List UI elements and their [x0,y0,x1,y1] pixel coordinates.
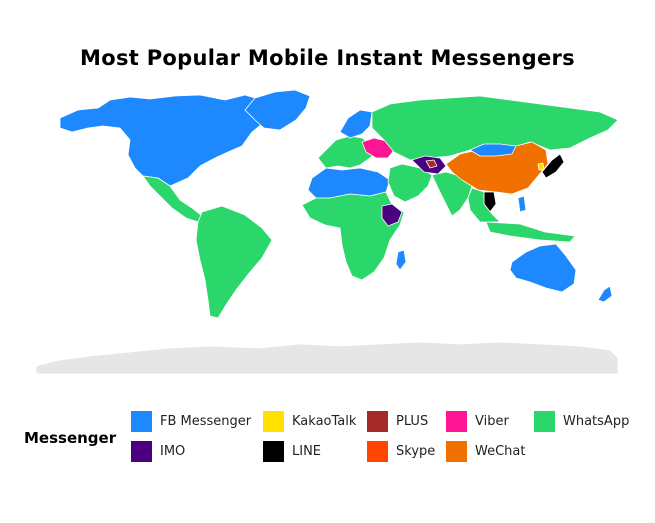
legend-swatch [131,441,152,462]
legend-label: WeChat [475,444,526,459]
legend-swatch [446,411,467,432]
legend-item-imo: IMO [131,441,185,462]
region-sub-saharan-africa [301,191,405,281]
legend-item-kakaotalk: KakaoTalk [263,411,356,432]
region-north-africa [307,167,391,199]
region-australia [509,243,577,293]
legend-label: WhatsApp [563,414,630,429]
legend-swatch [534,411,555,432]
region-japan [541,153,565,179]
legend-swatch [367,411,388,432]
legend-label: LINE [292,444,322,459]
legend-swatch [131,411,152,432]
legend-item-viber: Viber [446,411,509,432]
legend-swatch [446,441,467,462]
legend-swatch [263,441,284,462]
region-greenland [244,89,311,131]
region-madagascar [395,249,407,271]
legend-item-skype: Skype [367,441,435,462]
legend-swatch [263,411,284,432]
region-north-america [59,94,271,187]
region-south-america [195,205,273,319]
region-new-zealand [597,285,613,303]
region-russia [371,95,619,161]
region-ethiopia [381,203,403,227]
region-india [431,171,473,217]
region-uzbekistan [425,159,438,169]
legend-swatch [367,441,388,462]
legend-item-whatsapp: WhatsApp [534,411,629,432]
legend-item-wechat: WeChat [446,441,525,462]
legend-label: Skype [396,444,436,459]
region-philippines [517,195,527,213]
legend-title: Messenger [24,429,117,447]
legend-label: FB Messenger [160,414,252,429]
region-south-korea [537,162,545,171]
region-middle-east [387,163,433,203]
region-mongolia [469,143,517,157]
region-antarctica [35,341,619,375]
legend-label: Viber [475,414,509,429]
legend-label: IMO [160,444,186,459]
legend-label: PLUS [396,414,429,429]
region-scandinavia [339,109,373,139]
legend-item-line: LINE [263,441,321,462]
legend-item-fb-messenger: FB Messenger [131,411,251,432]
legend-label: KakaoTalk [292,414,357,429]
legend-item-plus: PLUS [367,411,428,432]
map-title: Most Popular Mobile Instant Messengers [80,46,575,70]
region-southeast-asia [467,187,576,243]
